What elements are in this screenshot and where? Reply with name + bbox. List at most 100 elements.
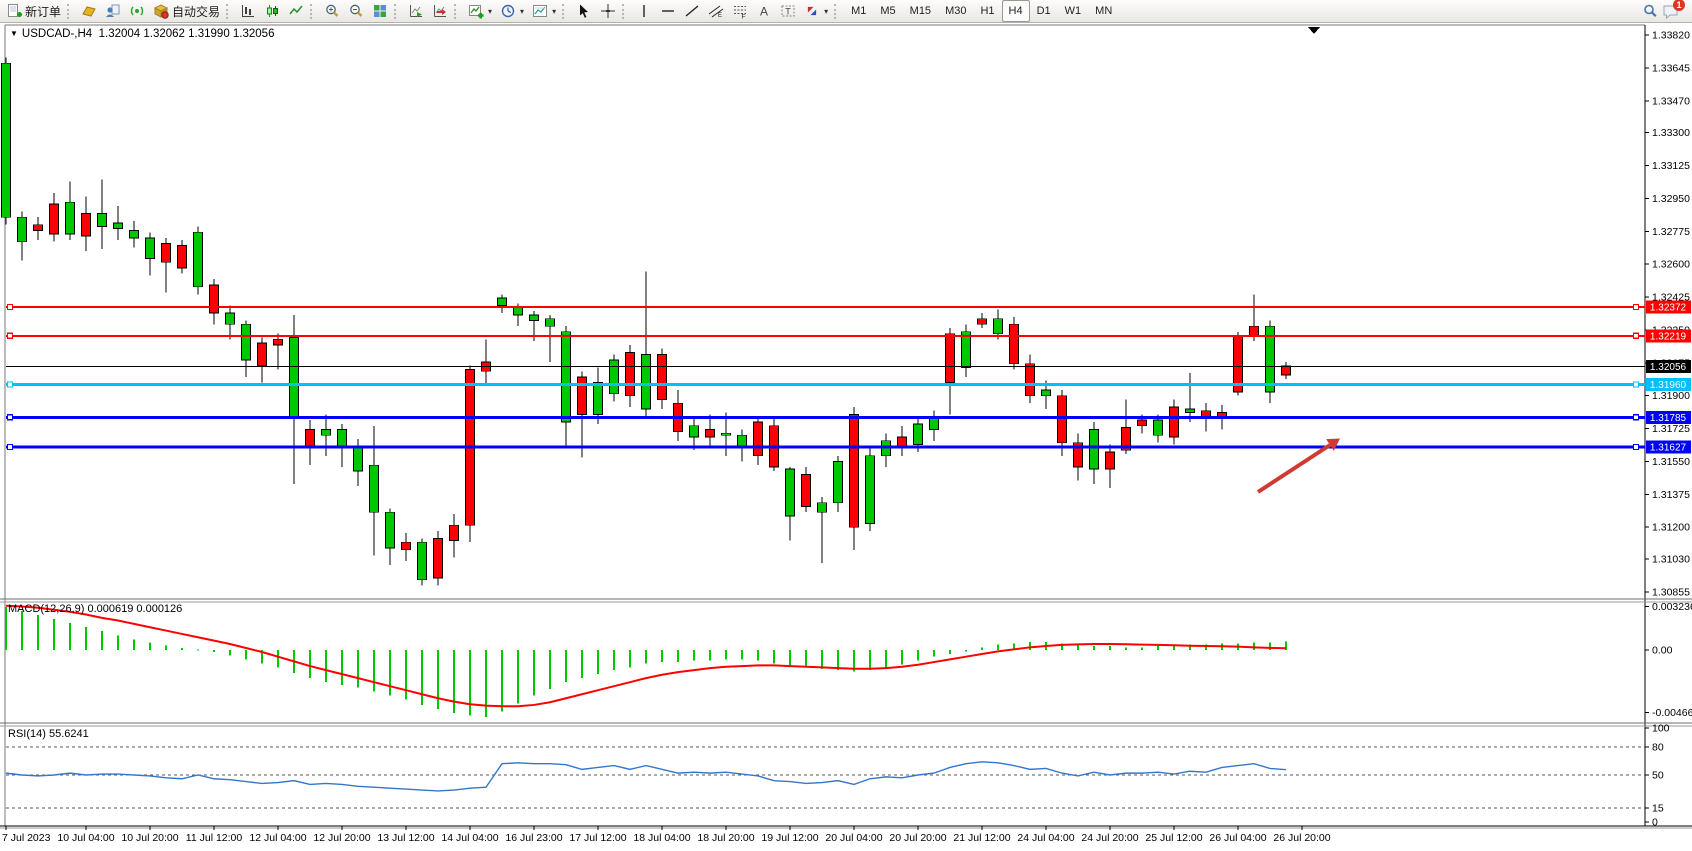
- svg-text:1.32056: 1.32056: [1650, 362, 1687, 373]
- chart-dropdown-icon[interactable]: ▼: [10, 29, 18, 38]
- text-button[interactable]: A: [752, 0, 776, 22]
- trend-arrow: [1256, 438, 1341, 494]
- svg-text:50: 50: [1652, 770, 1664, 782]
- panel-borders: [0, 24, 1692, 829]
- svg-text:7 Jul 2023: 7 Jul 2023: [2, 832, 51, 844]
- symbol-name: USDCAD-,H4: [21, 28, 93, 40]
- svg-text:1.31725: 1.31725: [1652, 423, 1690, 435]
- chart-shift-button[interactable]: [428, 0, 452, 22]
- community-button[interactable]: [101, 0, 125, 22]
- crosshair-button[interactable]: [596, 0, 620, 22]
- svg-text:1.31627: 1.31627: [1650, 442, 1687, 453]
- svg-text:1.31200: 1.31200: [1652, 522, 1690, 534]
- chart-title: ▼ USDCAD-,H4 1.32004 1.32062 1.31990 1.32…: [10, 28, 274, 40]
- text-label-button[interactable]: T: [776, 0, 800, 22]
- svg-text:17 Jul 12:00: 17 Jul 12:00: [569, 832, 626, 844]
- toolbar-grip: [310, 3, 317, 19]
- time-axis: 7 Jul 2023 10 Jul 04:00 10 Jul 20:00 11 Jul…: [2, 826, 1331, 844]
- svg-text:26 Jul 04:00: 26 Jul 04:00: [1209, 832, 1266, 844]
- svg-text:26 Jul 20:00: 26 Jul 20:00: [1273, 832, 1330, 844]
- toolbar: 新订单 自动交易: [0, 0, 1692, 23]
- chart-background: [0, 24, 1692, 851]
- svg-text:1.32219: 1.32219: [1650, 331, 1687, 342]
- timeframe-m5[interactable]: M5: [880, 5, 896, 17]
- macd-panel: 0.003236 0.00 -0.004667: [5, 601, 1692, 719]
- timeframe-bar: M1 M5 M15 M30 H1 H4 D1 W1 MN: [844, 0, 1119, 22]
- text-label-icon: T: [781, 5, 795, 17]
- notifications-button[interactable]: 1: [1662, 0, 1685, 20]
- line-chart-button[interactable]: [284, 0, 308, 22]
- svg-text:80: 80: [1652, 741, 1664, 753]
- toolbar-grip: [394, 3, 401, 19]
- vertical-line-button[interactable]: [632, 0, 656, 22]
- tile-windows-button[interactable]: [368, 0, 392, 22]
- signals-button[interactable]: [125, 0, 149, 22]
- periods-button[interactable]: [496, 0, 528, 22]
- arrows-button[interactable]: [800, 0, 832, 22]
- timeframe-m15[interactable]: M15: [909, 5, 932, 17]
- svg-text:18 Jul 04:00: 18 Jul 04:00: [633, 832, 690, 844]
- indicators-icon: [469, 5, 484, 19]
- new-order-button[interactable]: 新订单: [2, 0, 65, 22]
- svg-text:1.33645: 1.33645: [1652, 62, 1690, 74]
- timeframe-w1[interactable]: W1: [1064, 5, 1082, 17]
- svg-text:15: 15: [1652, 802, 1664, 814]
- fibonacci-button[interactable]: F: [728, 0, 752, 22]
- candlestick-button[interactable]: [260, 0, 284, 22]
- svg-text:0: 0: [1652, 817, 1658, 829]
- svg-text:12 Jul 20:00: 12 Jul 20:00: [313, 832, 370, 844]
- svg-text:T: T: [785, 7, 791, 17]
- equidistant-channel-button[interactable]: E: [704, 0, 728, 22]
- cursor-icon: [580, 4, 589, 18]
- price-badges: 1.32372 1.32219 1.32056 1.31960 1.31785 1.316…: [1646, 300, 1691, 454]
- timeframe-m1[interactable]: M1: [851, 5, 867, 17]
- timeframe-mn[interactable]: MN: [1095, 5, 1113, 17]
- zoom-out-button[interactable]: [344, 0, 368, 22]
- timeframe-h1[interactable]: H1: [980, 5, 995, 17]
- zoom-in-button[interactable]: [320, 0, 344, 22]
- timeframe-m30[interactable]: M30: [945, 5, 967, 17]
- auto-scroll-icon: [410, 5, 423, 17]
- svg-text:11 Jul 12:00: 11 Jul 12:00: [186, 832, 243, 844]
- signals-icon: [130, 6, 144, 16]
- templates-button[interactable]: [528, 0, 560, 22]
- svg-text:1.31550: 1.31550: [1652, 456, 1690, 468]
- bar-chart-button[interactable]: [236, 0, 260, 22]
- market-button[interactable]: [77, 0, 101, 22]
- svg-text:14 Jul 04:00: 14 Jul 04:00: [441, 832, 498, 844]
- svg-text:100: 100: [1652, 723, 1670, 735]
- bar-chart-icon: [242, 5, 255, 17]
- svg-text:24 Jul 04:00: 24 Jul 04:00: [1017, 832, 1074, 844]
- svg-text:19 Jul 12:00: 19 Jul 12:00: [761, 832, 818, 844]
- timeframe-h4[interactable]: H4: [1001, 0, 1030, 22]
- trendline-button[interactable]: [680, 0, 704, 22]
- svg-text:12 Jul 04:00: 12 Jul 04:00: [249, 832, 306, 844]
- ohlc-values: 1.32004 1.32062 1.31990 1.32056: [98, 28, 275, 40]
- new-order-icon: [8, 4, 22, 17]
- toolbar-grip: [454, 3, 461, 19]
- svg-text:16 Jul 23:00: 16 Jul 23:00: [505, 832, 562, 844]
- line-chart-icon: [289, 5, 303, 15]
- svg-text:24 Jul 20:00: 24 Jul 20:00: [1081, 832, 1138, 844]
- svg-text:1.33820: 1.33820: [1652, 30, 1690, 42]
- svg-text:0.00: 0.00: [1652, 645, 1673, 657]
- crosshair-icon: [601, 4, 616, 18]
- search-button[interactable]: [1638, 0, 1662, 22]
- tile-windows-icon: [374, 5, 387, 17]
- autotrade-label: 自动交易: [172, 4, 221, 19]
- timeframe-d1[interactable]: D1: [1036, 5, 1051, 17]
- svg-text:20 Jul 04:00: 20 Jul 04:00: [825, 832, 882, 844]
- candlestick-icon: [267, 5, 279, 17]
- horizontal-lines-layer: [6, 303, 1645, 451]
- cursor-button[interactable]: [572, 0, 596, 22]
- svg-text:E: E: [718, 13, 722, 19]
- autotrade-button[interactable]: 自动交易: [149, 0, 224, 22]
- toolbar-grip: [226, 3, 233, 19]
- shift-marker-icon: [1308, 27, 1320, 34]
- horizontal-line-button[interactable]: [656, 0, 680, 22]
- toolbar-grip: [67, 3, 74, 19]
- auto-scroll-button[interactable]: [404, 0, 428, 22]
- indicators-button[interactable]: [464, 0, 496, 22]
